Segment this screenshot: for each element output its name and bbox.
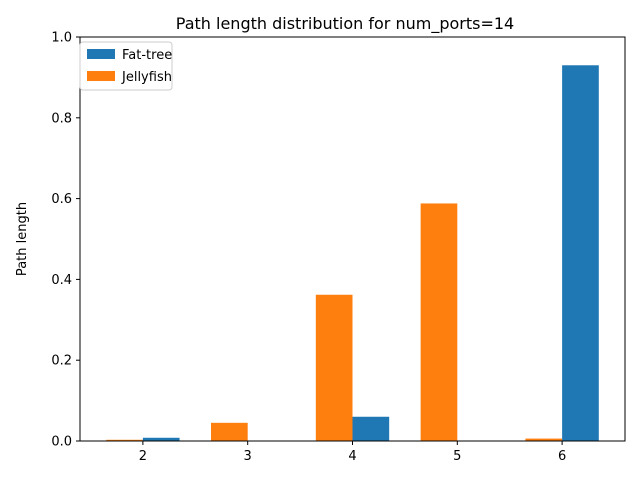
bar-fat-tree-2 [142, 437, 180, 441]
bar-jellyfish-2 [106, 439, 143, 441]
x-tick-label: 4 [348, 449, 356, 464]
bars-layer [106, 65, 599, 441]
bar-fat-tree-6 [562, 65, 599, 441]
x-tick-label: 3 [244, 449, 252, 464]
legend-swatch-jellyfish [87, 71, 115, 81]
bar-jellyfish-4 [315, 294, 353, 441]
y-tick-label: 0.4 [51, 273, 72, 288]
chart-title: Path length distribution for num_ports=1… [176, 14, 514, 34]
y-tick-label: 0.2 [51, 354, 72, 369]
legend-label-jellyfish: Jellyfish [121, 70, 172, 85]
y-tick-label: 0.8 [51, 111, 72, 126]
x-tick-label: 2 [139, 449, 147, 464]
legend-swatch-fat-tree [87, 49, 115, 59]
legend: Fat-tree Jellyfish [79, 41, 173, 91]
bar-jellyfish-6 [525, 438, 563, 441]
bar-jellyfish-3 [211, 422, 248, 441]
x-tick-label: 5 [453, 449, 461, 464]
y-tick-label: 0.6 [51, 192, 72, 207]
legend-label-fat-tree: Fat-tree [122, 48, 172, 63]
bar-fat-tree-4 [352, 416, 390, 441]
y-tick-label: 0.0 [51, 435, 72, 450]
bar-jellyfish-5 [420, 203, 458, 441]
y-axis-label: Path length [15, 202, 30, 276]
y-tick-label: 1.0 [51, 31, 72, 46]
x-tick-label: 6 [558, 449, 566, 464]
ticks-layer: 2 3 4 5 6 0.0 0.2 0.4 0.6 0.8 1.0 [51, 31, 566, 465]
